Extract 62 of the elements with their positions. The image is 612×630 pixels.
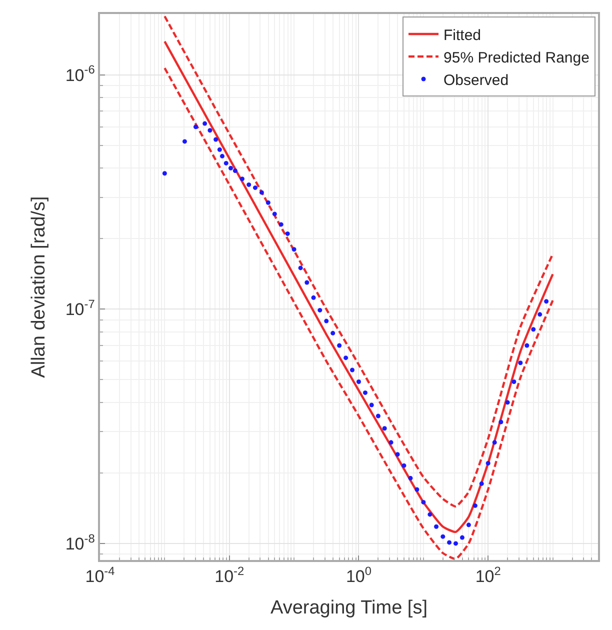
point bbox=[414, 487, 420, 492]
y-tick-label: 10$^{-7}$ bbox=[65, 297, 96, 320]
point bbox=[324, 318, 329, 324]
point bbox=[232, 168, 238, 173]
point bbox=[292, 247, 296, 252]
point bbox=[524, 343, 530, 348]
point bbox=[285, 231, 290, 236]
point bbox=[356, 380, 361, 384]
point bbox=[434, 524, 439, 529]
point bbox=[447, 540, 452, 545]
point bbox=[246, 182, 252, 187]
point bbox=[272, 212, 277, 216]
point bbox=[460, 535, 464, 540]
point bbox=[252, 185, 258, 190]
point bbox=[538, 312, 542, 317]
legend-label: Observed bbox=[444, 72, 509, 89]
point bbox=[318, 308, 322, 312]
point bbox=[453, 541, 458, 546]
point bbox=[304, 280, 310, 285]
point bbox=[492, 440, 497, 445]
point bbox=[350, 368, 355, 372]
y-axis-title: Allan deviation [rad/s] bbox=[28, 196, 50, 378]
x-tick-label: 10$^{-2}$ bbox=[214, 564, 244, 586]
point bbox=[382, 426, 387, 431]
point bbox=[240, 176, 244, 182]
point bbox=[395, 452, 400, 457]
point bbox=[266, 200, 270, 205]
point bbox=[440, 534, 446, 539]
x-tick-label: 10$^{2}$ bbox=[475, 564, 502, 586]
point bbox=[344, 356, 348, 360]
point bbox=[505, 400, 510, 405]
point bbox=[402, 463, 406, 468]
point bbox=[486, 461, 490, 466]
x-axis-title: Averaging Time [s] bbox=[270, 597, 428, 618]
point bbox=[337, 343, 342, 348]
y-tick-label: 10$^{-6}$ bbox=[65, 62, 96, 85]
point bbox=[330, 330, 336, 336]
y-tick-label: 10$^{-8}$ bbox=[65, 531, 96, 554]
point bbox=[472, 503, 478, 508]
point bbox=[298, 266, 303, 270]
point bbox=[376, 414, 380, 418]
point bbox=[369, 402, 374, 408]
point bbox=[421, 500, 426, 504]
point bbox=[228, 166, 233, 170]
point bbox=[479, 481, 484, 486]
point bbox=[512, 380, 516, 384]
point bbox=[428, 512, 432, 517]
point bbox=[408, 476, 413, 480]
point bbox=[388, 440, 394, 445]
x-tick-label: 10$^{0}$ bbox=[346, 564, 372, 586]
legend-label: 95% Predicted Range bbox=[444, 49, 590, 66]
point bbox=[311, 295, 316, 300]
point bbox=[531, 327, 536, 332]
point bbox=[278, 222, 284, 227]
point bbox=[362, 390, 368, 395]
point bbox=[518, 360, 523, 366]
legend-label: Fitted bbox=[444, 26, 482, 44]
x-tick-label: 10$^{-4}$ bbox=[85, 564, 116, 586]
point bbox=[466, 522, 471, 528]
point bbox=[498, 420, 504, 424]
point bbox=[544, 299, 549, 304]
point bbox=[259, 190, 264, 195]
